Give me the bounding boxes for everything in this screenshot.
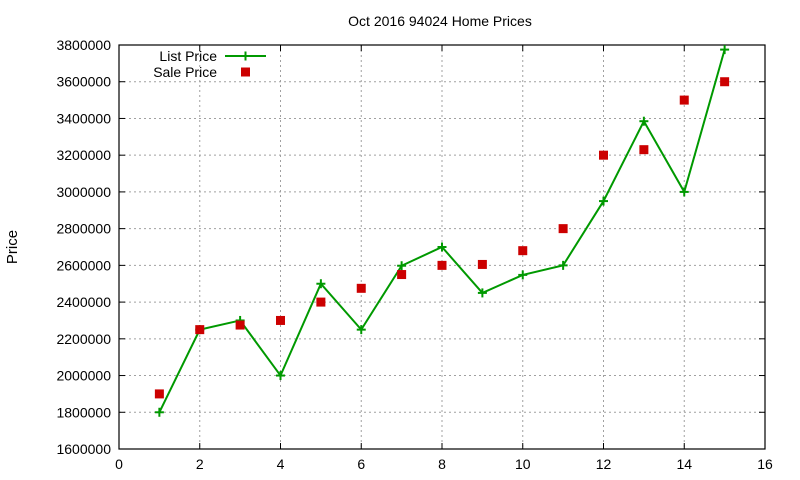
x-tick-label: 2 [196, 456, 204, 472]
data-point-square [679, 95, 689, 105]
series [154, 45, 730, 417]
y-tick-label: 2000000 [56, 368, 111, 384]
data-point-plus [558, 260, 568, 270]
y-axis-ticks: 1600000 1800000 2000000 2200000 2400000 26000… [56, 37, 765, 457]
data-point-square [316, 297, 326, 307]
legend-marker-sale-price [241, 67, 250, 77]
x-tick-label: 0 [115, 456, 123, 472]
data-point-square [599, 150, 608, 160]
data-point-square [437, 260, 447, 270]
y-axis-label: Price [4, 230, 21, 264]
legend-marker-list-price [241, 51, 250, 61]
data-point-plus [639, 116, 649, 126]
y-tick-label: 3600000 [56, 74, 111, 90]
data-point-plus [518, 270, 528, 280]
series-list-price [154, 45, 730, 417]
data-point-square [477, 259, 487, 269]
data-point-plus [397, 261, 407, 271]
y-tick-label: 1600000 [56, 441, 111, 457]
y-tick-label: 2400000 [56, 294, 111, 310]
legend-label-sale-price: Sale Price [153, 64, 217, 80]
x-tick-label: 8 [438, 456, 446, 472]
data-point-plus [437, 242, 447, 252]
y-tick-label: 2800000 [56, 221, 111, 237]
data-point-plus [477, 288, 487, 298]
y-tick-label: 2200000 [56, 331, 111, 347]
x-tick-label: 12 [596, 456, 612, 472]
data-point-plus [154, 407, 164, 417]
x-tick-label: 16 [757, 456, 773, 472]
y-tick-label: 3400000 [56, 110, 111, 126]
series-sale-price [154, 77, 730, 399]
data-point-square [276, 315, 285, 325]
y-tick-label: 1800000 [56, 404, 111, 420]
data-point-square [235, 320, 245, 330]
x-tick-label: 14 [676, 456, 692, 472]
data-point-square [558, 224, 568, 234]
data-point-square [639, 145, 649, 155]
y-tick-label: 3200000 [56, 147, 111, 163]
data-point-square [518, 246, 528, 256]
data-point-square [397, 270, 407, 280]
legend: List Price Sale Price [153, 48, 266, 80]
y-tick-label: 2600000 [56, 257, 111, 273]
data-point-plus [316, 279, 326, 289]
y-tick-label: 3800000 [56, 37, 111, 53]
data-point-plus [356, 325, 366, 335]
data-point-square [195, 325, 205, 335]
y-tick-label: 3000000 [56, 184, 111, 200]
data-point-square [356, 283, 366, 293]
x-axis-ticks: 0 2 4 6 8 10 12 14 16 [115, 45, 773, 472]
x-tick-label: 10 [515, 456, 531, 472]
data-point-plus [599, 196, 608, 206]
legend-label-list-price: List Price [159, 48, 217, 64]
data-point-square [154, 389, 164, 399]
data-point-square [720, 77, 730, 87]
x-tick-label: 6 [357, 456, 365, 472]
data-point-plus [720, 45, 730, 55]
x-tick-label: 4 [277, 456, 285, 472]
data-point-plus [679, 187, 689, 197]
chart-title: Oct 2016 94024 Home Prices [348, 13, 532, 29]
data-point-plus [276, 371, 285, 381]
